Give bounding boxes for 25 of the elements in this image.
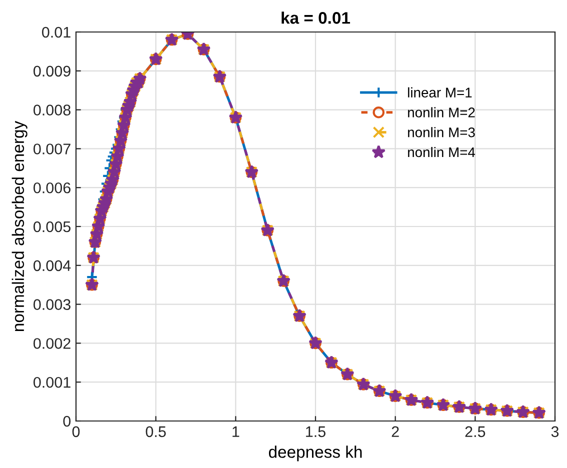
legend-label: nonlin M=4 (408, 146, 476, 158)
x-tick-label: 2.5 (465, 426, 486, 438)
y-tick-label: 0.008 (34, 104, 70, 116)
y-tick-label: 0.007 (34, 144, 70, 154)
legend-label: linear M=1 (408, 87, 472, 98)
y-axis-title: normalized absorbed energy (12, 120, 28, 332)
x-axis-title: deepness kh (268, 446, 362, 462)
legend-label: nonlin M=2 (408, 107, 475, 118)
x-tick-label: 1.5 (306, 426, 326, 438)
y-tick-label: 0.009 (34, 66, 70, 77)
y-tick-label: 0.002 (34, 338, 70, 349)
x-tick-label: 2 (392, 426, 399, 437)
y-tick-label: 0 (63, 416, 71, 427)
legend-label: nonlin M=3 (408, 127, 475, 138)
y-tick-label: 0.001 (34, 376, 70, 388)
chart-title: ka = 0.01 (282, 12, 350, 24)
x-tick-label: 1 (232, 426, 240, 437)
y-tick-label: 0.003 (34, 299, 70, 310)
x-tick-label: 0.5 (146, 426, 166, 438)
y-tick-label: 0.004 (34, 260, 71, 272)
x-tick-label: 0 (72, 426, 80, 438)
y-tick-label: 0.005 (34, 221, 70, 232)
x-tick-label: 3 (551, 426, 559, 438)
y-tick-label: 0.006 (34, 182, 70, 194)
y-tick-label: 0.01 (42, 26, 70, 38)
